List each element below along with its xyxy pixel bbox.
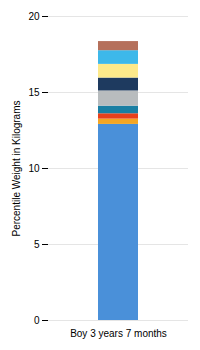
svg-text:15: 15 [28,87,40,98]
svg-text:Boy 3 years 7 months: Boy 3 years 7 months [70,328,167,339]
svg-text:0: 0 [34,315,40,326]
svg-text:5: 5 [34,239,40,250]
svg-text:10: 10 [28,163,40,174]
svg-text:Percentile Weight in Kilograms: Percentile Weight in Kilograms [11,101,22,237]
svg-text:20: 20 [28,11,40,22]
